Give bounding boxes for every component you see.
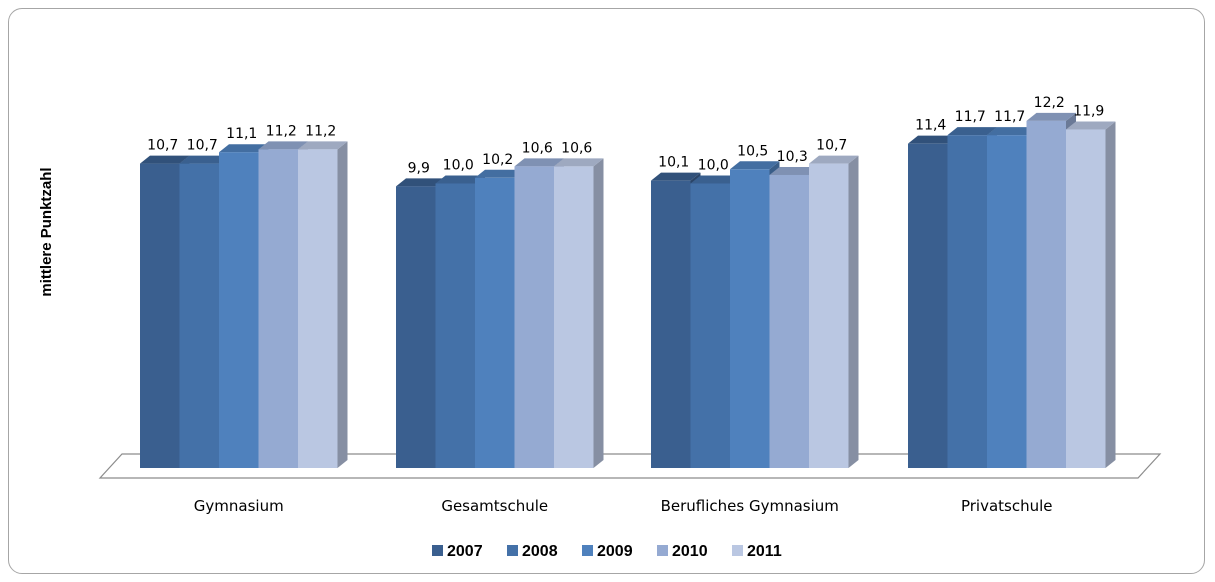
data-label-2010-3: 12,2: [1034, 95, 1065, 111]
bar-top-2009-1: [475, 169, 525, 178]
legend-swatch-2010: [657, 545, 668, 556]
bar-side-2011-0: [337, 141, 348, 469]
legend-label-2007: 2007: [447, 543, 483, 560]
legend-label-2011: 2011: [747, 543, 782, 560]
data-label-2009-3: 11,7: [994, 109, 1025, 125]
bar-top-2008-1: [435, 175, 485, 184]
data-label-2008-3: 11,7: [955, 109, 986, 125]
bar-2007-2: [651, 180, 691, 468]
bar-2011-2: [809, 163, 849, 468]
bar-top-2011-2: [809, 155, 859, 164]
data-label-2011-2: 10,7: [816, 138, 847, 154]
bar-2007-1: [396, 186, 436, 468]
bar-2010-1: [514, 166, 554, 468]
bar-top-2011-1: [554, 158, 604, 167]
category-label-2: Berufliches Gymnasium: [661, 497, 839, 515]
bar-top-2010-2: [769, 166, 819, 175]
data-label-2009-2: 10,5: [737, 143, 768, 159]
legend-label-2009: 2009: [597, 543, 633, 560]
bar-2009-2: [730, 169, 770, 468]
bar-top-2011-3: [1066, 121, 1116, 130]
bar-2008-2: [690, 183, 730, 468]
data-label-2009-0: 11,1: [226, 126, 257, 142]
data-label-2007-3: 11,4: [915, 118, 946, 134]
bar-2009-0: [219, 152, 259, 468]
data-label-2008-2: 10,0: [698, 158, 729, 174]
data-label-2010-1: 10,6: [522, 140, 553, 156]
bar-side-2011-2: [848, 155, 859, 468]
data-label-2007-1: 9,9: [408, 160, 430, 176]
bar-2007-3: [908, 143, 948, 469]
bar-2007-0: [140, 163, 180, 468]
legend-label-2010: 2010: [672, 543, 708, 560]
data-label-2010-0: 11,2: [266, 123, 297, 139]
bar-2008-1: [435, 183, 475, 468]
bar-2011-0: [298, 149, 338, 469]
legend-label-2008: 2008: [522, 543, 558, 560]
legend-swatch-2009: [582, 545, 593, 556]
bar-2011-3: [1066, 129, 1106, 468]
legend: 2007 2008 2009 2010 2011: [432, 543, 782, 560]
bar-top-2008-3: [947, 127, 997, 136]
bar-top-2007-0: [140, 155, 190, 164]
category-label-0: Gymnasium: [194, 497, 284, 515]
category-label-1: Gesamtschule: [441, 497, 548, 515]
bar-side-2011-3: [1105, 121, 1116, 468]
data-label-2010-2: 10,3: [777, 149, 808, 165]
bar-2008-3: [947, 135, 987, 468]
data-labels-layer: 10,7 10,7 11,1 11,2 11,2 9,9 10,0 10,2 10,6 10,6 1…: [147, 95, 1104, 176]
bar-top-2010-1: [514, 158, 564, 167]
category-labels-layer: Gymnasium Gesamtschule Berufliches Gymnasi…: [194, 497, 1053, 515]
bar-2009-3: [987, 135, 1027, 468]
data-label-2011-0: 11,2: [305, 123, 336, 139]
legend-swatch-2008: [507, 545, 518, 556]
bar-top-2010-0: [258, 141, 308, 150]
bar-top-2009-3: [987, 127, 1037, 136]
bar-top-2010-3: [1026, 112, 1076, 121]
bar-top-2009-0: [219, 144, 269, 153]
bar-2009-1: [475, 177, 515, 468]
bar-2010-3: [1026, 120, 1066, 468]
bar-top-2009-2: [730, 161, 780, 170]
data-label-2007-0: 10,7: [147, 138, 178, 154]
legend-swatch-2011: [732, 545, 743, 556]
data-label-2011-3: 11,9: [1073, 103, 1104, 119]
bar-top-2008-0: [179, 155, 229, 164]
data-label-2011-1: 10,6: [561, 140, 592, 156]
data-label-2009-1: 10,2: [482, 152, 513, 168]
bar-2011-1: [554, 166, 594, 468]
bar-top-2007-3: [908, 135, 958, 144]
bar-2008-0: [179, 163, 219, 468]
bar-top-2008-2: [690, 175, 740, 184]
bar-2010-0: [258, 149, 298, 469]
bars-layer: [140, 112, 1116, 469]
bar-top-2007-1: [396, 178, 446, 187]
bar-side-2011-1: [593, 158, 604, 468]
bar-2010-2: [769, 174, 809, 468]
data-label-2007-2: 10,1: [658, 155, 689, 171]
bar-top-2011-0: [298, 141, 348, 150]
data-label-2008-0: 10,7: [187, 138, 218, 154]
bar-top-2007-2: [651, 172, 701, 181]
y-axis-label: mittlere Punktzahl: [38, 167, 55, 296]
chart-floor: [98, 453, 1162, 479]
legend-swatch-2007: [432, 545, 443, 556]
data-label-2008-1: 10,0: [443, 158, 474, 174]
category-label-3: Privatschule: [961, 497, 1053, 515]
